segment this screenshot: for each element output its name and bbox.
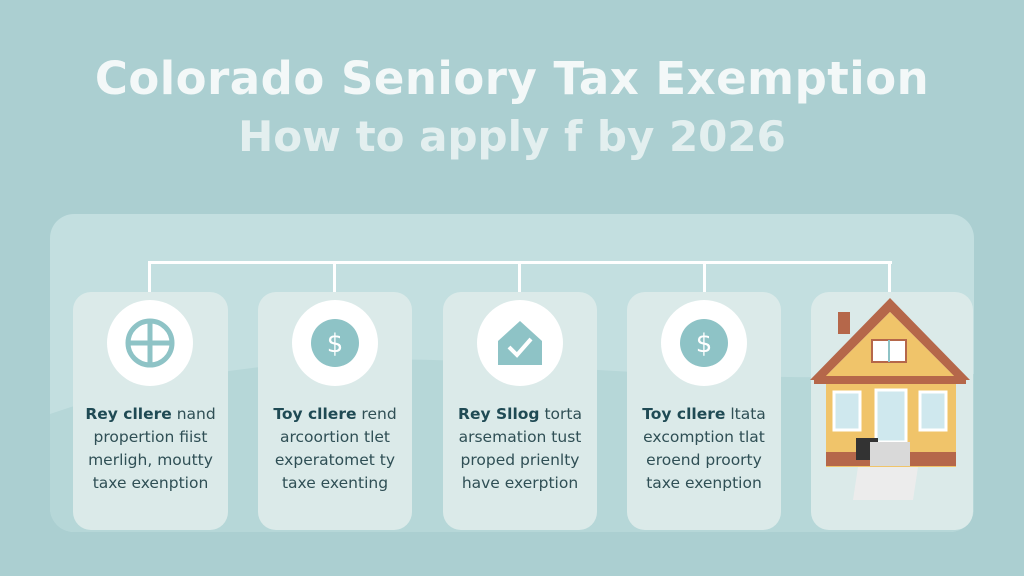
page-subtitle: How to apply f by 2026 [238, 112, 786, 161]
step-text-4: Toy cllere ltata excomption tlat eroend p… [642, 405, 766, 492]
step-icon-circle-2: $ [292, 300, 378, 386]
step-icon-circle-4: $ [661, 300, 747, 386]
house-check-icon [498, 321, 542, 365]
step-icon-circle-1 [107, 300, 193, 386]
window-cross-icon [125, 318, 175, 368]
svg-text:$: $ [696, 329, 713, 359]
svg-text:$: $ [327, 329, 344, 359]
step-text-3: Rey Sllog torta arsemation tust proped pr… [458, 405, 582, 492]
dollar-icon: $ [680, 319, 728, 367]
step-text-1: Rey cllere nand propertion fiist merligh,… [85, 405, 216, 492]
step-icon-circle-3 [477, 300, 563, 386]
connector-drop [518, 261, 521, 301]
connector-drop [888, 261, 891, 301]
step-text-2: Toy cllere rend arcoortion tlet experatom… [273, 405, 397, 492]
page-title: Colorado Seniory Tax Exemption [94, 52, 930, 105]
house-icon [810, 298, 970, 500]
connector-drop [333, 261, 336, 301]
dollar-cycle-icon: $ [311, 319, 359, 367]
connector-drop [148, 261, 151, 301]
connector-drop [703, 261, 706, 301]
